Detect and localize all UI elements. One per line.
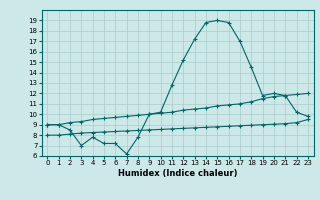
X-axis label: Humidex (Indice chaleur): Humidex (Indice chaleur) — [118, 169, 237, 178]
